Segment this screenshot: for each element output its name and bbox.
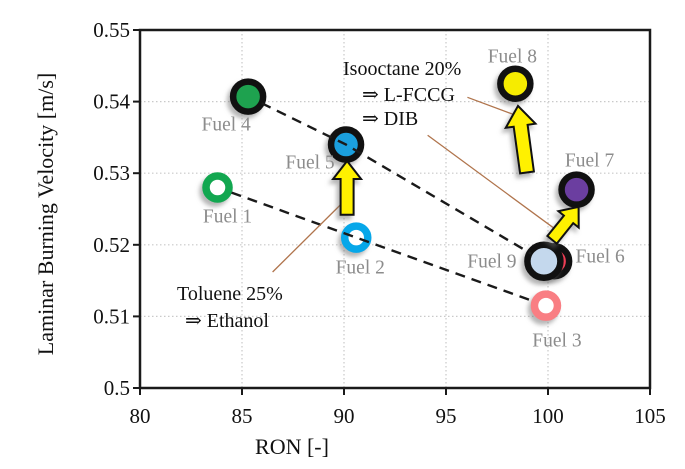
point-label-fuel-1: Fuel 1: [203, 207, 252, 228]
annotation-connector: [427, 134, 555, 229]
x-tick-label: 105: [634, 404, 666, 428]
point-fuel-4: [229, 78, 267, 115]
x-tick-label: 95: [436, 404, 457, 428]
fuel2-to-fuel5-arrow: [331, 159, 364, 216]
y-tick-label: 0.52: [93, 233, 130, 257]
trend-line: [261, 102, 532, 255]
point-fuel-1: [202, 172, 233, 203]
point-label-fuel-3: Fuel 3: [532, 331, 581, 352]
point-label-fuel-2: Fuel 2: [336, 258, 385, 279]
point-fuel-2: [340, 222, 372, 253]
y-tick-label: 0.53: [93, 161, 130, 185]
point-label-fuel-8: Fuel 8: [488, 47, 537, 68]
point-fuel-8: [497, 65, 534, 102]
toluene-note: ⇒ Ethanol: [185, 310, 269, 332]
annotation-connector: [467, 96, 518, 117]
point-fuel-9: [524, 241, 564, 282]
trend-line: [231, 191, 533, 302]
marker-circle: [524, 241, 564, 282]
point-label-fuel-9: Fuel 9: [467, 251, 516, 272]
marker-circle: [530, 290, 562, 321]
point-label-fuel-6: Fuel 6: [575, 246, 625, 267]
fuel9-to-fuel8-arrow: [503, 104, 538, 175]
y-tick-label: 0.55: [93, 18, 130, 42]
marker-circle: [497, 65, 534, 102]
marker-circle: [340, 222, 372, 253]
isooctane-note: ⇒ L-FCCG: [362, 84, 455, 106]
toluene-note: Toluene 25%: [177, 283, 283, 305]
point-label-fuel-7: Fuel 7: [565, 151, 615, 172]
marker-circle: [202, 172, 233, 203]
point-label-fuel-5: Fuel 5: [285, 153, 334, 174]
x-tick-label: 100: [532, 404, 564, 428]
point-fuel-3: [530, 290, 562, 321]
y-axis-title: Laminar Burning Velocity [m/s]: [33, 72, 58, 356]
marker-circle: [558, 171, 595, 208]
plot-frame: [138, 28, 652, 390]
y-tick-label: 0.54: [93, 90, 130, 114]
annotation-connector: [272, 197, 348, 273]
x-tick-label: 85: [232, 404, 253, 428]
isooctane-note: Isooctane 20%: [343, 58, 461, 80]
isooctane-note: ⇒ DIB: [362, 108, 418, 130]
x-tick-label: 90: [334, 404, 355, 428]
x-tick-label: 80: [130, 404, 151, 428]
y-tick-label: 0.51: [93, 304, 130, 328]
marker-circle: [229, 78, 267, 115]
point-label-fuel-4: Fuel 4: [201, 115, 251, 136]
x-axis-title: RON [-]: [255, 434, 329, 459]
y-tick-label: 0.5: [104, 376, 130, 400]
point-fuel-7: [558, 171, 595, 208]
fuel6-to-fuel7-arrow: [545, 205, 580, 246]
